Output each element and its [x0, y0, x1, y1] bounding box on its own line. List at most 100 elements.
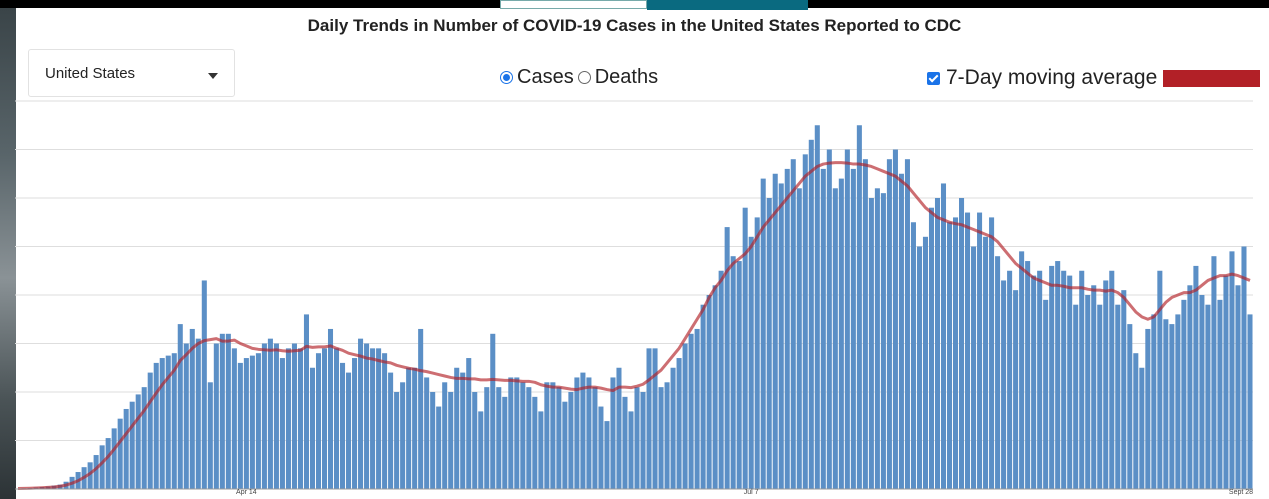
bar	[1031, 276, 1036, 489]
bar	[514, 377, 519, 489]
bar	[232, 348, 237, 489]
radio-cases[interactable]	[500, 71, 513, 84]
bar	[142, 387, 147, 489]
bar	[214, 344, 219, 490]
bar	[1067, 276, 1072, 489]
bar	[809, 140, 814, 489]
bar	[653, 348, 658, 489]
bar	[1013, 290, 1018, 489]
checkbox-label: 7-Day moving average	[946, 66, 1157, 90]
dropdown[interactable]: United States	[28, 49, 235, 97]
bar	[208, 382, 213, 489]
bar	[550, 382, 555, 489]
bar	[250, 356, 255, 489]
bar	[496, 387, 501, 489]
bar	[1073, 305, 1078, 489]
bar	[1007, 271, 1012, 489]
bar	[286, 348, 291, 489]
chart-title: Daily Trends in Number of COVID-19 Cases…	[0, 16, 1269, 36]
bar	[316, 353, 321, 489]
bar	[256, 353, 261, 489]
bar	[1103, 280, 1108, 489]
x-tick-label: Sept 28	[1229, 489, 1253, 496]
bar	[196, 339, 201, 489]
bar	[1079, 271, 1084, 489]
bar	[310, 368, 315, 489]
bar	[1115, 305, 1120, 489]
radio-label: Deaths	[595, 66, 658, 89]
bar	[1145, 329, 1150, 489]
bar	[1175, 314, 1180, 489]
bar	[1037, 271, 1042, 489]
bar	[899, 174, 904, 489]
bar	[334, 348, 339, 489]
bar	[574, 377, 579, 489]
bar	[634, 387, 639, 489]
bar	[160, 358, 165, 489]
bar	[568, 392, 573, 489]
bar	[100, 445, 105, 489]
bar	[1181, 300, 1186, 489]
bar	[803, 154, 808, 489]
bar	[959, 198, 964, 489]
bar	[352, 358, 357, 489]
bar	[731, 256, 736, 489]
bar	[478, 411, 483, 489]
bar	[178, 324, 183, 489]
radio-deaths[interactable]	[578, 71, 591, 84]
bar	[424, 377, 429, 489]
bar	[1205, 305, 1210, 489]
bar	[556, 387, 561, 489]
bar	[1025, 261, 1030, 489]
bar	[364, 344, 369, 490]
bar	[358, 339, 363, 489]
bar	[304, 314, 309, 489]
bar	[857, 125, 862, 489]
bar	[989, 217, 994, 489]
bar	[1049, 266, 1054, 489]
bar	[244, 358, 249, 489]
bar	[346, 373, 351, 489]
bar	[779, 183, 784, 489]
bar	[893, 150, 898, 490]
bar	[388, 373, 393, 489]
bar	[1109, 271, 1114, 489]
bar	[827, 150, 832, 490]
bar	[1235, 285, 1240, 489]
bar	[382, 353, 387, 489]
bar	[106, 438, 111, 489]
bar	[136, 394, 141, 489]
bar	[268, 339, 273, 489]
bar	[190, 329, 195, 489]
bar	[502, 397, 507, 489]
bar	[490, 334, 495, 489]
bar	[220, 334, 225, 489]
bar	[719, 271, 724, 489]
bar	[881, 193, 886, 489]
bar	[454, 368, 459, 489]
bar	[406, 368, 411, 489]
bar	[538, 411, 543, 489]
bar	[917, 247, 922, 490]
x-tick-label: Apr 14	[236, 489, 257, 496]
bar	[124, 409, 129, 489]
bar	[983, 237, 988, 489]
bar	[376, 348, 381, 489]
bar	[202, 280, 207, 489]
bar	[1217, 300, 1222, 489]
bar	[274, 344, 279, 490]
checkbox[interactable]	[927, 72, 940, 85]
bar	[839, 179, 844, 489]
bar	[1157, 271, 1162, 489]
bar	[659, 387, 664, 489]
bar	[971, 247, 976, 490]
bar	[1121, 290, 1126, 489]
checkbox-group: 7-Day moving average	[927, 66, 1260, 90]
bar	[845, 150, 850, 490]
bar	[1097, 305, 1102, 489]
bar	[1061, 271, 1066, 489]
bar	[418, 329, 423, 489]
bar	[755, 217, 760, 489]
bar	[821, 169, 826, 489]
bar	[851, 169, 856, 489]
